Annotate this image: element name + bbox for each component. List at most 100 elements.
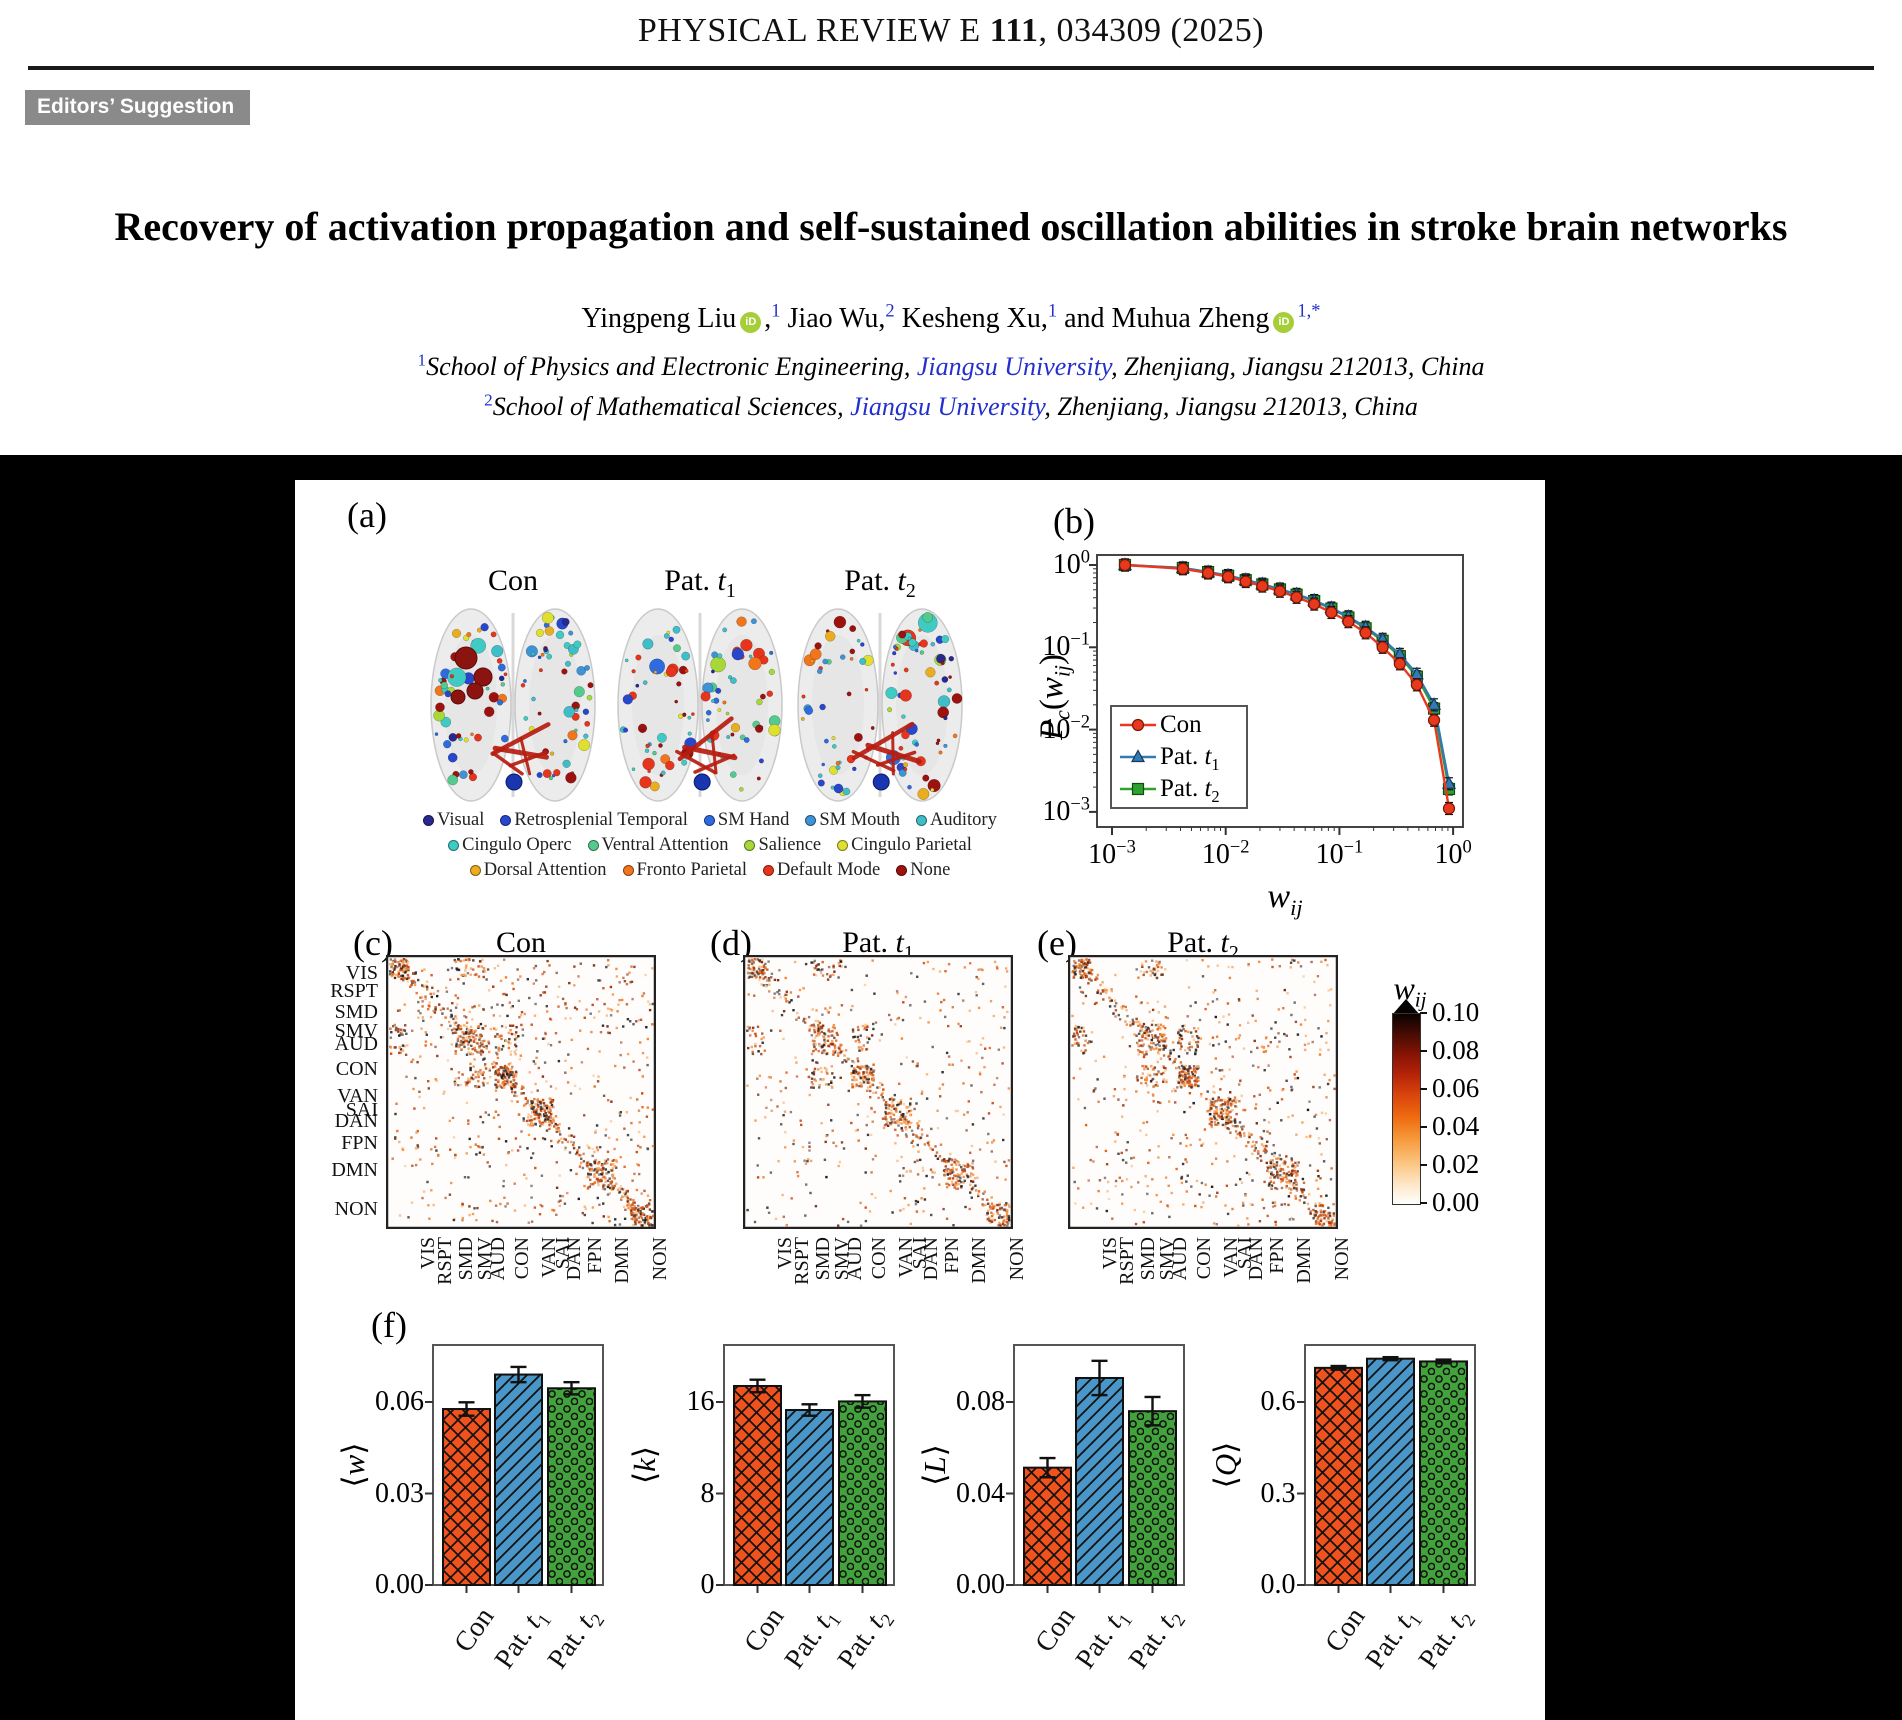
affil-text: School of Mathematical Sciences,: [492, 392, 851, 421]
matrix-d: [743, 955, 1013, 1229]
plot-legend-label: Pat. t2: [1160, 775, 1220, 806]
legend-color-dot: [500, 815, 512, 826]
matrix-col-label: DAN: [1244, 1237, 1267, 1281]
bar-y-axis-label: ⟨L⟩: [917, 1444, 952, 1486]
figure-1: (a) (b) (c) (d) (e) (f) Con Pat. t1 Pat.…: [295, 480, 1545, 1720]
colorbar-tick-label: 0.00: [1432, 1187, 1480, 1217]
legend-label: Salience: [758, 835, 822, 855]
colorbar-tick-label: 0.10: [1432, 997, 1480, 1027]
bar-y-tick-label: 0.03: [375, 1477, 424, 1509]
legend-item: Salience: [744, 835, 821, 856]
author-affil-sup: 2: [885, 300, 895, 321]
bar-y-axis-label: ⟨k⟩: [626, 1446, 662, 1484]
bar-y-tick-label: 0: [700, 1569, 715, 1600]
author-3: and Muhua Zheng: [1057, 303, 1270, 334]
matrix-col-label: AUD: [844, 1237, 867, 1281]
journal-issue: , 034309 (2025): [1038, 12, 1265, 49]
plot-legend-label: Pat. t1: [1160, 743, 1220, 774]
y-tick-label: 10−2: [1042, 711, 1090, 745]
legend-label: Cingulo Operc: [462, 835, 572, 855]
matrix-row-label: NON: [334, 1197, 378, 1220]
legend-item: Visual: [423, 810, 484, 831]
legend-color-dot: [622, 865, 634, 876]
journal-volume: 111: [989, 12, 1039, 49]
author-affil-sup: 1: [1047, 300, 1058, 321]
header-rule: [28, 66, 1874, 70]
matrix-e: [1068, 955, 1338, 1229]
legend-item: Default Mode: [762, 860, 880, 881]
legend-item: SM Hand: [703, 810, 789, 831]
panel-b-label: (b): [1053, 501, 1095, 541]
matrix-col-label: CON: [868, 1237, 891, 1280]
brain-image-0: [430, 608, 596, 802]
legend-color-dot: [587, 840, 599, 851]
matrix-row-label: CON: [335, 1058, 378, 1081]
y-tick-label: 10−1: [1042, 628, 1090, 663]
matrix-col-label: RSPT: [791, 1237, 814, 1285]
orcid-icon[interactable]: iD: [740, 312, 762, 333]
bar-chart-f4: 0.0 0.3 0.6 Con Pat. t1 Pat. t2 ⟨Q⟩: [1208, 1330, 1520, 1720]
plot-legend-entry: Pat. t1: [1118, 741, 1246, 773]
panel-a-label: (a): [347, 495, 387, 535]
affil-text: , Zhenjiang, Jiangsu 212013, China: [1044, 392, 1418, 421]
colorbar-arrow: [1392, 999, 1420, 1015]
matrix-col-label: NON: [1331, 1237, 1354, 1281]
x-tick-label: 100: [1434, 836, 1472, 870]
matrix-row-label: SMV: [334, 1019, 378, 1042]
network-legend-row-0: Visual Retrosplenial Temporal SM Hand SM Mo…: [390, 808, 1030, 833]
matrix-row-label: SAI: [345, 1099, 378, 1122]
bar-chart-f1: 0.00 0.03 0.06 Con Pat. t1 Pat. t2 ⟨w⟩: [336, 1330, 648, 1720]
brain-title-pat-t1: Pat. t1: [664, 564, 736, 602]
legend-item: Cingulo Parietal: [837, 835, 972, 856]
author-separator: ,: [1040, 303, 1048, 334]
legend-color-dot: [469, 865, 481, 876]
matrix-title-c: Con: [495, 926, 546, 959]
matrix-c: [386, 955, 656, 1229]
matrix-row-label: DAN: [334, 1110, 378, 1133]
bar-y-tick-label: 0.0: [1260, 1569, 1296, 1600]
legend-color-dot: [423, 815, 435, 826]
legend-color-dot: [805, 815, 817, 826]
colorbar-tick: [1420, 1050, 1427, 1052]
brain-image-2: [797, 608, 963, 802]
matrix-row-label: FPN: [341, 1132, 378, 1155]
bar-chart-svg: [715, 1344, 895, 1593]
colorbar: wij 0.10 0.08 0.06 0.04 0.02 0.00: [1380, 970, 1545, 1230]
matrix-col-label: FPN: [941, 1237, 964, 1274]
plot-legend-entry: Pat. t2: [1118, 773, 1246, 805]
y-tick-label: 100: [1052, 546, 1090, 580]
university-link[interactable]: Jiangsu University: [850, 392, 1045, 421]
author-affil-sup: 1,*: [1297, 300, 1321, 321]
colorbar-tick-label: 0.02: [1432, 1149, 1480, 1179]
university-link[interactable]: Jiangsu University: [916, 352, 1112, 381]
legend-label: Dorsal Attention: [483, 860, 607, 880]
matrix-col-label: DAN: [919, 1237, 942, 1281]
colorbar-tick: [1420, 1202, 1427, 1204]
author-1: Jiao Wu: [780, 303, 879, 334]
bar-y-tick-label: 0.3: [1260, 1477, 1296, 1509]
legend-item: None: [896, 860, 950, 881]
colorbar-tick: [1420, 1012, 1427, 1014]
x-tick-label: 10−1: [1315, 836, 1364, 870]
matrix-col-label: DMN: [611, 1237, 634, 1284]
affil-sup: 1: [417, 350, 427, 370]
colorbar-tick-label: 0.06: [1432, 1073, 1480, 1103]
matrix-title-d: Pat. t1: [842, 926, 914, 964]
bar-y-tick-label: 0.00: [375, 1569, 424, 1600]
matrix-title-e: Pat. t2: [1167, 926, 1239, 964]
bar-y-tick-label: 0.04: [956, 1477, 1005, 1509]
legend-color-dot: [448, 840, 460, 851]
colorbar-tick: [1420, 1088, 1427, 1090]
legend-label: Auditory: [930, 810, 997, 830]
legend-label: SM Mouth: [819, 810, 901, 830]
plot-legend-label: Con: [1160, 711, 1202, 738]
bar-y-tick-label: 8: [700, 1477, 715, 1509]
matrix-col-label: NON: [649, 1237, 672, 1281]
matrix-col-label: RSPT: [434, 1237, 457, 1285]
legend-item: Ventral Attention: [587, 835, 728, 856]
matrix-col-label: CON: [1193, 1237, 1216, 1280]
orcid-icon[interactable]: iD: [1273, 312, 1295, 333]
legend-label: Visual: [437, 810, 485, 830]
legend-label: Fronto Parietal: [636, 860, 747, 880]
matrix-col-label: NON: [1006, 1237, 1029, 1281]
